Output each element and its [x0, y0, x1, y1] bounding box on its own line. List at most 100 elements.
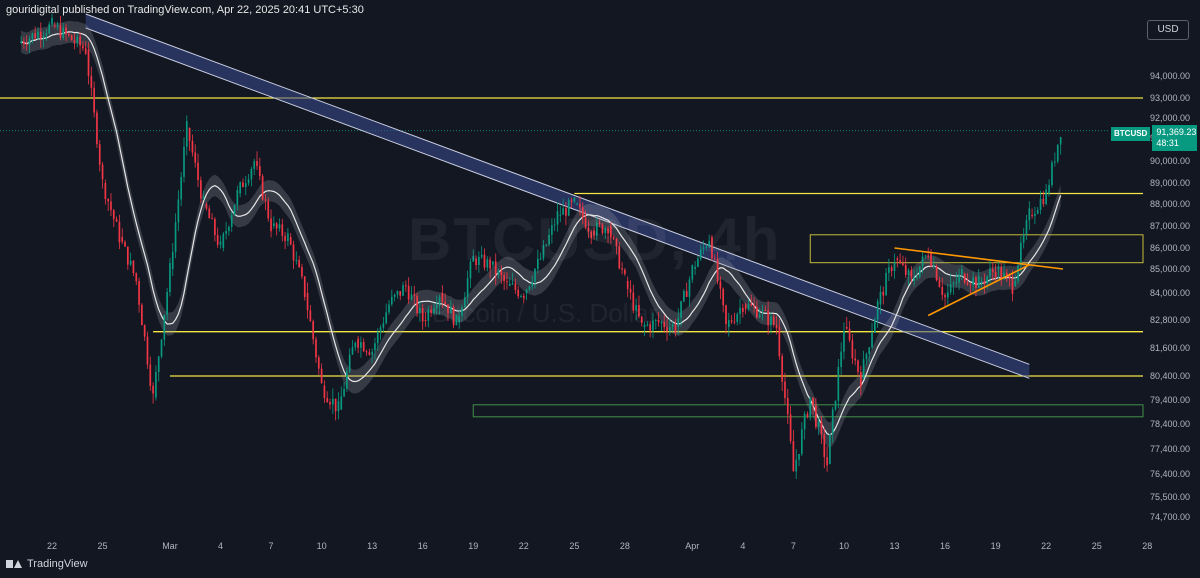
candle-body — [1005, 272, 1008, 276]
candles-layer — [20, 13, 1062, 480]
x-tick-label: 28 — [1142, 541, 1152, 551]
y-tick-label: 77,400.00 — [1150, 444, 1190, 454]
y-tick-label: 84,000.00 — [1150, 288, 1190, 298]
candle-body — [42, 35, 45, 39]
candle-body — [896, 258, 899, 261]
candle-body — [893, 261, 896, 271]
candle-body — [469, 261, 472, 279]
candle-body — [612, 237, 615, 239]
x-tick-label: 25 — [569, 541, 579, 551]
candle-body — [1051, 162, 1053, 185]
candle-body — [233, 204, 236, 216]
x-tick-label: Mar — [162, 541, 178, 551]
candle-body — [952, 283, 955, 285]
candle-body — [587, 227, 590, 232]
candle-body — [368, 352, 371, 355]
candle-body — [663, 322, 666, 328]
candle-body — [216, 235, 219, 245]
candle-body — [320, 368, 323, 383]
candle-body — [20, 41, 22, 43]
candle-body — [191, 140, 194, 153]
candle-body — [1054, 161, 1056, 163]
candle-body — [239, 182, 242, 194]
x-tick-label: 19 — [991, 541, 1001, 551]
candle-body — [427, 309, 430, 321]
candle-body — [539, 258, 542, 260]
candle-body — [812, 397, 814, 406]
candle-body — [444, 301, 447, 305]
candle-body — [497, 270, 500, 275]
x-tick-label: 22 — [519, 541, 529, 551]
x-tick-label: 22 — [47, 541, 57, 551]
tradingview-logo[interactable]: TradingView — [6, 558, 88, 570]
candle-body — [281, 224, 284, 236]
candle-body — [579, 203, 581, 208]
candle-body — [831, 409, 834, 435]
candle-body — [37, 31, 39, 39]
candle-body — [360, 342, 362, 348]
candle-body — [503, 275, 505, 282]
y-tick-label: 92,000.00 — [1150, 113, 1190, 123]
candle-body — [1022, 234, 1025, 243]
candle-body — [385, 312, 388, 324]
candle-body — [961, 269, 963, 275]
candle-body — [528, 286, 531, 290]
candle-body — [393, 294, 396, 297]
candle-body — [1031, 215, 1033, 217]
x-tick-label: 13 — [889, 541, 899, 551]
candle-body — [199, 180, 202, 199]
candle-body — [463, 297, 466, 308]
candle-body — [817, 421, 820, 427]
candle-body — [666, 327, 668, 332]
bar-countdown: 48:31 — [1156, 138, 1179, 148]
candle-body — [202, 196, 205, 199]
time-axis: 22 25 Mar 4 7 10 13 16 19 22 25 28 Apr 4 7 10 13 16 19 22 25… — [47, 541, 1152, 551]
candle-body — [447, 304, 449, 314]
candle-body — [520, 295, 522, 297]
candle-body — [410, 294, 413, 300]
candle-body — [101, 164, 104, 180]
currency-button[interactable]: USD — [1147, 20, 1189, 40]
candle-body — [705, 246, 708, 248]
candle-body — [879, 291, 882, 305]
candle-body — [31, 33, 34, 39]
candle-body — [744, 304, 747, 310]
candle-body — [761, 309, 764, 311]
y-tick-label: 88,000.00 — [1150, 199, 1190, 209]
candle-body — [840, 351, 842, 367]
moving-average-layer — [20, 20, 1062, 448]
candle-body — [593, 230, 595, 236]
candle-body — [110, 201, 112, 211]
y-tick-label: 93,000.00 — [1150, 93, 1190, 103]
candle-body — [913, 278, 916, 281]
candle-body — [236, 189, 239, 205]
candle-body — [424, 320, 427, 321]
candle-body — [924, 255, 927, 257]
x-tick-label: 4 — [740, 541, 745, 551]
candle-body — [657, 319, 660, 323]
price-axis: 94,000.0093,000.0092,000.0091,000.0090,0… — [0, 71, 1190, 522]
candle-body — [621, 268, 623, 270]
candle-body — [28, 38, 31, 46]
candle-body — [458, 316, 461, 323]
candle-body — [157, 356, 160, 373]
triangle-upper-line — [894, 247, 1064, 270]
candle-body — [253, 161, 256, 169]
candle-body — [214, 218, 216, 236]
candle-body — [573, 197, 576, 202]
candle-body — [25, 44, 28, 46]
watermark-description: Bitcoin / U.S. Dollar — [432, 298, 658, 328]
candle-body — [601, 224, 604, 234]
candle-body — [84, 48, 87, 54]
candle-body — [174, 222, 177, 252]
candle-body — [834, 400, 837, 410]
candle-body — [660, 322, 663, 324]
candle-body — [851, 340, 854, 359]
candle-body — [643, 324, 646, 327]
candle-body — [478, 256, 480, 265]
candle-body — [143, 325, 146, 337]
candle-body — [160, 339, 163, 357]
last-price-symbol: BTCUSD — [1111, 127, 1151, 141]
candle-body — [331, 398, 334, 405]
